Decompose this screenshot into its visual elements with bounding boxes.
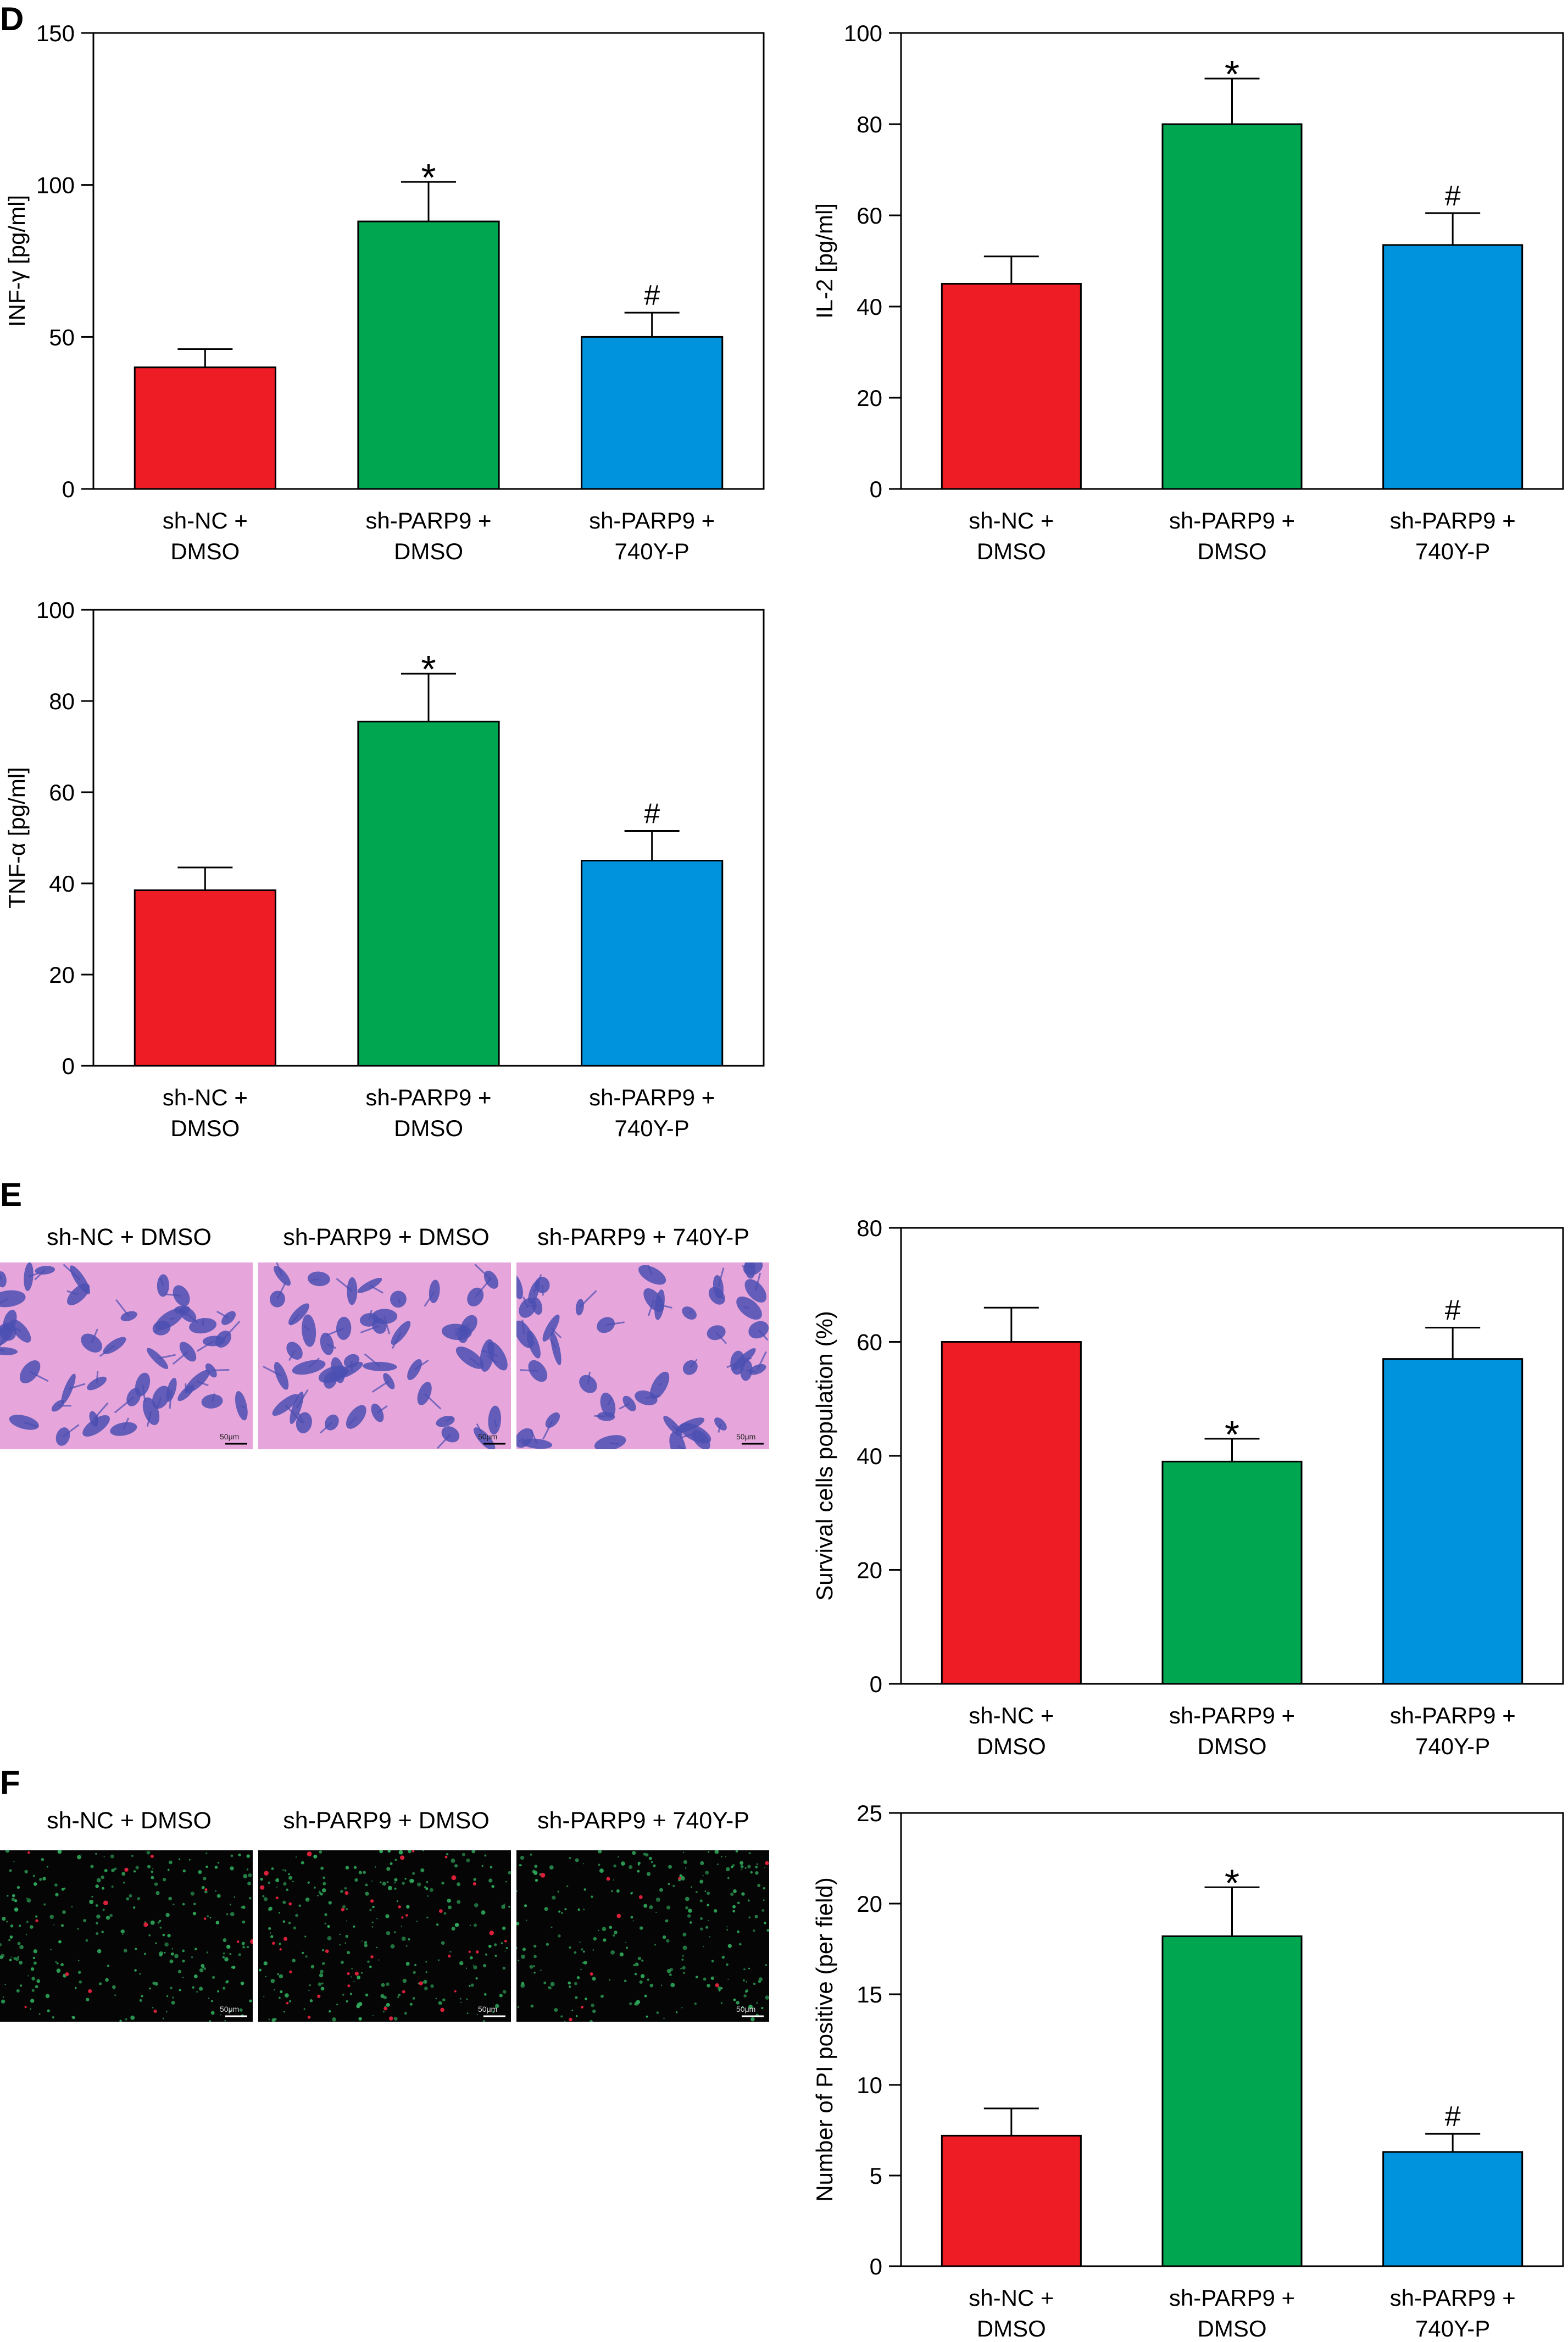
scale-bar-label: 50μm [220,2005,239,2013]
micrograph-image: 50μm [0,1850,253,2022]
scale-bar-label: 50μm [736,2005,755,2013]
micrograph-f-label-3: sh-PARP9 + 740Y-P [514,1807,772,1834]
x-category-label: sh-PARP9 + [1390,2285,1516,2311]
micrograph-f-3: 50μm [516,1850,769,2022]
scale-bar-label: 50μm [736,1432,755,1441]
y-axis-label: Number of PI positive (per field) [811,1877,837,2202]
bar-1 [942,2135,1081,2266]
micrograph-image: 50μm [0,1262,253,1449]
micrograph-e-label-2: sh-PARP9 + DMSO [257,1224,515,1251]
y-tick-label: 10 [857,2072,882,2098]
micrograph-e-3: 50μm [516,1262,769,1449]
x-category-label: DMSO [977,2316,1046,2341]
micrograph-f-label-1: sh-NC + DMSO [0,1807,258,1834]
micrograph-e-label-3: sh-PARP9 + 740Y-P [514,1224,772,1251]
micrograph-f-1: 50μm [0,1850,253,2022]
micrograph-image: 50μm [516,1850,769,2022]
bar-2 [1163,1936,1302,2266]
y-tick-label: 15 [857,1982,882,2007]
bar-3 [1383,2152,1522,2266]
y-tick-label: 25 [857,1800,882,1826]
scale-bar-label: 50μm [478,1432,497,1441]
scale-bar-label: 50μm [220,1432,239,1441]
micrograph-e-label-1: sh-NC + DMSO [0,1224,258,1251]
micrograph-f-2: 50μm [258,1850,511,2022]
x-category-label: 740Y-P [1415,2316,1490,2341]
x-category-label: sh-NC + [969,2285,1054,2311]
y-tick-label: 20 [857,1891,882,1917]
y-tick-label: 5 [870,2163,882,2189]
scale-bar-label: 50μm [478,2005,497,2013]
micrograph-e-2: 50μm [258,1262,511,1449]
micrograph-image: 50μm [516,1262,769,1449]
x-category-label: DMSO [1198,2316,1267,2341]
micrograph-e-1: 50μm [0,1262,253,1449]
micrograph-image: 50μm [258,1850,511,2022]
significance-hash: # [1445,2101,1461,2133]
micrograph-f-label-2: sh-PARP9 + DMSO [257,1807,515,1834]
micrograph-image: 50μm [258,1262,511,1449]
x-category-label: sh-PARP9 + [1169,2285,1295,2311]
significance-star: * [1225,1861,1239,1904]
y-tick-label: 0 [870,2254,882,2279]
